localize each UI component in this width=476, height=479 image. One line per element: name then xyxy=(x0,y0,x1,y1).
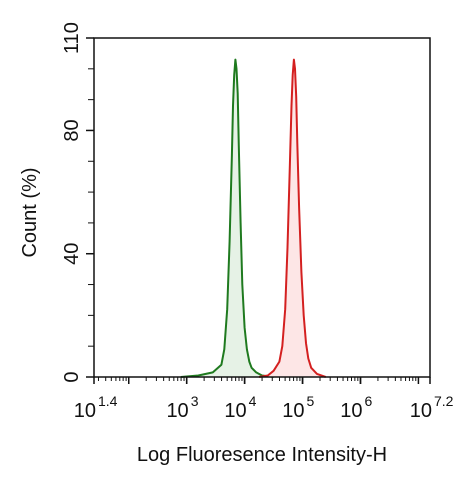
x-tick-label: 10 xyxy=(166,400,188,422)
x-tick-exponent: 5 xyxy=(307,393,315,409)
y-tick-label: 0 xyxy=(61,371,83,382)
y-tick-label: 40 xyxy=(61,243,83,265)
y-tick-label: 80 xyxy=(61,119,83,141)
x-tick-exponent: 7.2 xyxy=(434,393,454,409)
x-tick-label: 10 xyxy=(224,400,246,422)
y-tick-label: 110 xyxy=(61,22,83,54)
x-tick-label: 10 xyxy=(410,400,432,422)
series-2-area xyxy=(259,59,326,377)
x-tick-exponent: 6 xyxy=(364,393,372,409)
x-axis: 10 1.4 10 3 10 4 10 5 10 6 10 7.2 xyxy=(74,377,454,422)
x-tick-label: 10 xyxy=(74,400,96,422)
x-tick-exponent: 1.4 xyxy=(98,393,118,409)
y-axis-label: Count (%) xyxy=(19,167,41,257)
plot-frame xyxy=(93,37,431,378)
series-2-line xyxy=(258,58,327,378)
y-axis: 0 40 80 110 xyxy=(61,22,94,383)
x-tick-label: 10 xyxy=(340,400,362,422)
series-1-area xyxy=(180,59,274,377)
x-tick-exponent: 4 xyxy=(249,393,257,409)
x-axis-label: Log Fluoresence Intensity-H xyxy=(137,444,387,466)
series-layer xyxy=(180,58,327,378)
series-1-line xyxy=(180,58,274,378)
x-tick-exponent: 3 xyxy=(191,393,199,409)
x-tick-label: 10 xyxy=(282,400,304,422)
